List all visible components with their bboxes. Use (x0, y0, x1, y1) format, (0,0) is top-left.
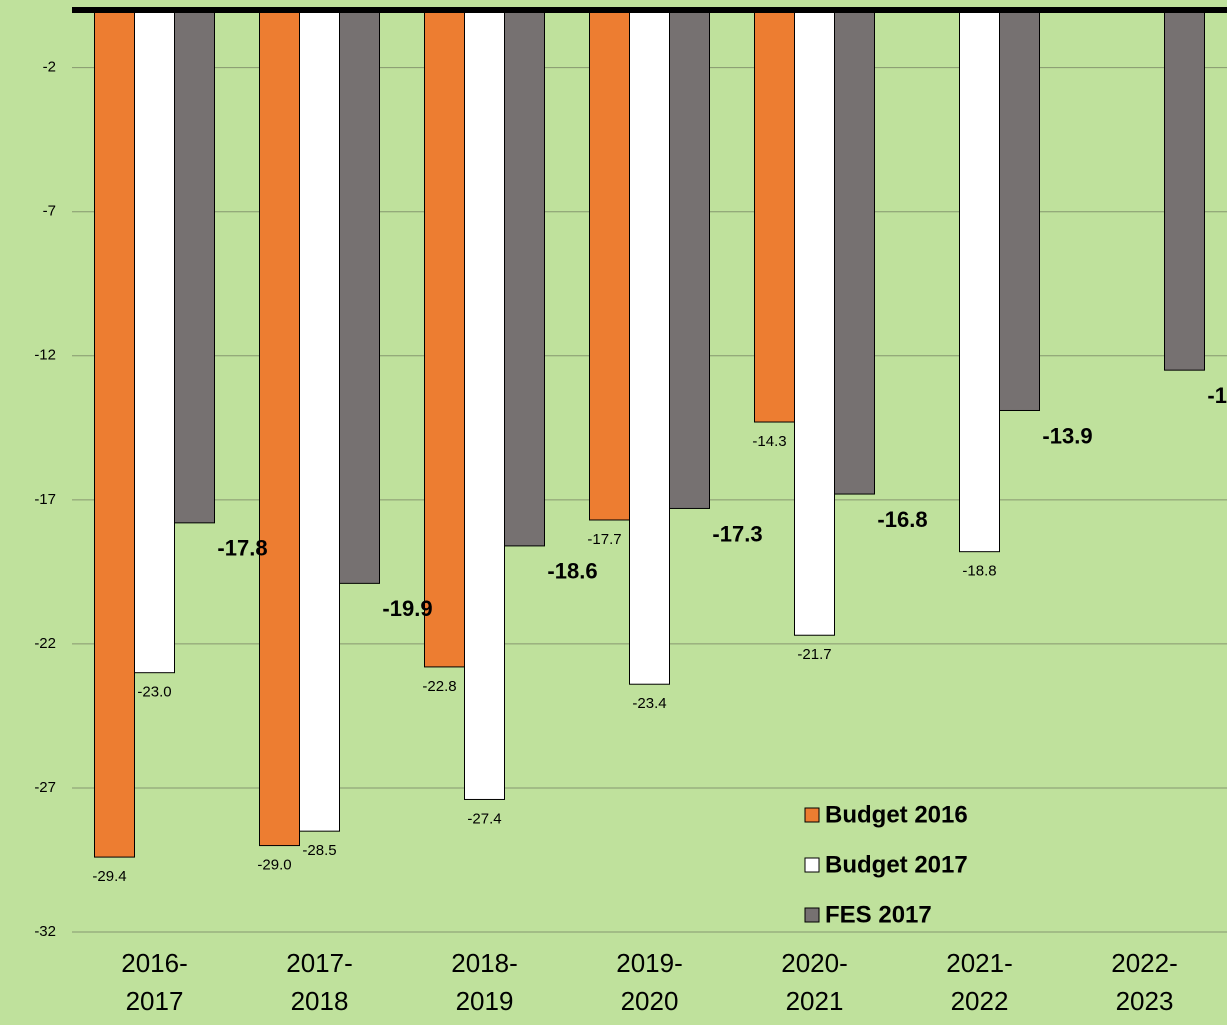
value-label: -13.9 (1042, 423, 1092, 448)
value-label: -16.8 (877, 507, 927, 532)
y-tick-label: -17 (34, 491, 56, 508)
bar (629, 9, 670, 685)
value-label: -17.7 (587, 531, 621, 548)
value-label: -19.9 (382, 596, 432, 621)
y-tick-label: -22 (34, 635, 56, 652)
value-label: -27.4 (467, 810, 501, 827)
legend-label: FES 2017 (825, 901, 932, 928)
bar (174, 9, 215, 524)
bar (299, 9, 340, 832)
value-label: -29.0 (257, 857, 291, 874)
y-tick-label: -7 (43, 203, 56, 220)
value-label: -18.6 (547, 559, 597, 584)
legend-label: Budget 2017 (825, 851, 968, 878)
value-label: -23.4 (632, 695, 666, 712)
value-label: -18.8 (962, 563, 996, 580)
y-tick-label: -12 (34, 347, 56, 364)
bar (589, 9, 630, 521)
bar (464, 9, 505, 800)
x-tick-label: 2022- 2023 (1111, 948, 1178, 1016)
value-label: -17.8 (217, 536, 267, 561)
value-label: -22.8 (422, 678, 456, 695)
bar (754, 9, 795, 423)
bar (959, 9, 1000, 553)
value-label: -29.4 (92, 868, 126, 885)
value-label: -21.7 (797, 646, 831, 663)
bar (339, 9, 380, 584)
bar (134, 9, 175, 674)
x-tick-label: 2019- 2020 (616, 948, 683, 1016)
y-tick-label: -27 (34, 779, 56, 796)
bar (259, 9, 300, 847)
bar (669, 9, 710, 509)
bar (504, 9, 545, 547)
bar (94, 9, 135, 858)
x-tick-label: 2016- 2017 (121, 948, 188, 1016)
bar (999, 9, 1040, 411)
legend-swatch (804, 857, 820, 873)
x-tick-label: 2020- 2021 (781, 948, 848, 1016)
bar (1164, 9, 1205, 371)
legend-swatch (804, 807, 820, 823)
value-label: -23.0 (137, 684, 171, 701)
x-tick-label: 2021- 2022 (946, 948, 1013, 1016)
legend-swatch (804, 907, 820, 923)
y-tick-label: -32 (34, 923, 56, 940)
bar (834, 9, 875, 495)
legend-label: Budget 2016 (825, 801, 968, 828)
y-tick-label: -2 (43, 59, 56, 76)
value-label: -17.3 (712, 521, 762, 546)
value-label: -14.3 (752, 433, 786, 450)
x-tick-label: 2017- 2018 (286, 948, 353, 1016)
bar (794, 9, 835, 636)
value-label: -12.5 (1207, 383, 1227, 408)
value-label: -28.5 (302, 842, 336, 859)
x-tick-label: 2018- 2019 (451, 948, 518, 1016)
bar (424, 9, 465, 668)
